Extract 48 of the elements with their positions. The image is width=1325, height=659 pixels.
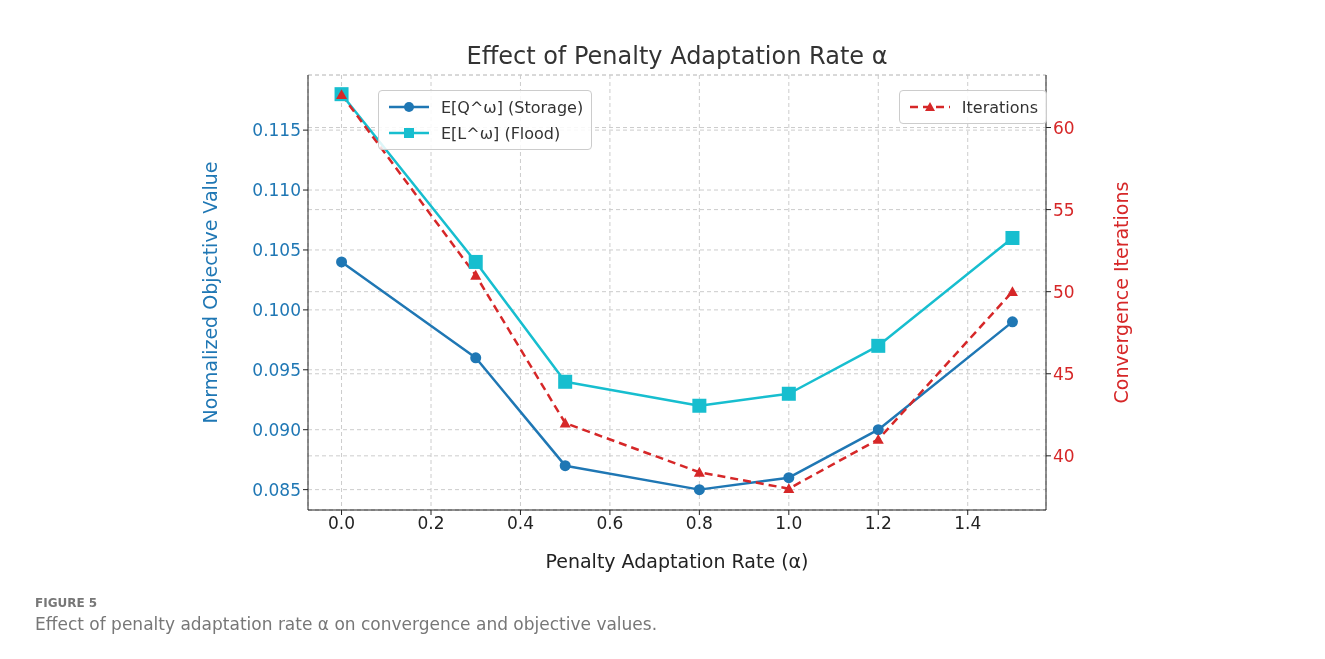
y-tick-label: 0.100 bbox=[252, 299, 301, 320]
point bbox=[693, 484, 705, 496]
x-tick-label: 0.4 bbox=[506, 513, 534, 534]
x-tick-label: 1.2 bbox=[864, 513, 892, 534]
point bbox=[692, 398, 707, 413]
point bbox=[871, 338, 886, 353]
point bbox=[559, 460, 571, 472]
point bbox=[1006, 286, 1018, 297]
point bbox=[470, 352, 482, 364]
x-tick-label: 0.6 bbox=[596, 513, 624, 534]
x-tick-label: 1.4 bbox=[954, 513, 982, 534]
y2-tick-label: 45 bbox=[1053, 363, 1075, 384]
x-tick-label: 0.0 bbox=[328, 513, 356, 534]
x-tick-label: 0.8 bbox=[685, 513, 713, 534]
point bbox=[559, 417, 571, 428]
y-tick-label: 0.090 bbox=[252, 419, 301, 440]
legend-label: E[L^ω] (Flood) bbox=[441, 123, 561, 143]
point bbox=[872, 424, 884, 436]
y-tick-label: 0.105 bbox=[252, 239, 301, 260]
point bbox=[781, 386, 796, 401]
y-tick-label: 0.085 bbox=[252, 479, 301, 500]
chart-title: Effect of Penalty Adaptation Rate α bbox=[465, 42, 889, 70]
text: Effect of penalty adaptation rate α on convergence and objective values. bbox=[35, 614, 658, 634]
legend-label: Iterations bbox=[961, 97, 1038, 117]
y-tick-label: 0.115 bbox=[252, 120, 301, 141]
point bbox=[558, 374, 573, 389]
caption: FIGURE 5 bbox=[35, 596, 99, 610]
x-axis-title: Penalty Adaptation Rate (α) bbox=[545, 550, 809, 572]
point bbox=[470, 269, 482, 280]
point bbox=[783, 472, 795, 484]
y2-tick-label: 55 bbox=[1053, 199, 1075, 220]
point bbox=[336, 256, 348, 268]
y-tick-label: 0.110 bbox=[252, 180, 301, 201]
y2-tick-label: 60 bbox=[1053, 117, 1075, 138]
point bbox=[1006, 316, 1018, 328]
point bbox=[872, 433, 884, 444]
point bbox=[693, 466, 705, 477]
point bbox=[1005, 230, 1020, 245]
y2-tick-label: 40 bbox=[1053, 445, 1075, 466]
point bbox=[468, 254, 483, 269]
legend-label: E[Q^ω] (Storage) bbox=[441, 97, 584, 117]
point bbox=[783, 483, 795, 494]
y-tick-label: 0.095 bbox=[252, 359, 301, 380]
x-tick-label: 0.2 bbox=[417, 513, 445, 534]
y-axis-title: Normalized Objective Value bbox=[198, 161, 221, 424]
x-tick-label: 1.0 bbox=[775, 513, 803, 534]
y2-tick-label: 50 bbox=[1053, 281, 1075, 302]
y2-axis-title: Convergence Iterations bbox=[1109, 181, 1132, 404]
